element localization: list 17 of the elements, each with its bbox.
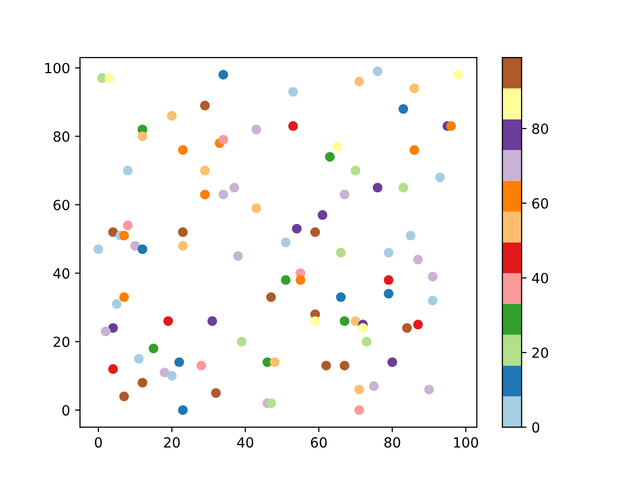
color-bar-label: 60 <box>532 198 548 209</box>
x-tick-label: 0 <box>94 437 102 448</box>
x-tick-label: 100 <box>454 437 478 448</box>
y-tick-label: 40 <box>53 268 70 279</box>
color-bar-label: 0 <box>532 422 540 433</box>
y-tick-label: 0 <box>62 405 70 416</box>
x-tick-label: 60 <box>310 437 327 448</box>
y-tick-label: 20 <box>54 336 70 348</box>
color-bar-label: 80 <box>532 124 548 134</box>
x-tick-label: 20 <box>164 437 180 448</box>
x-tick-label: 80 <box>384 437 400 448</box>
y-tick-label: 100 <box>45 62 70 74</box>
color-bar-label: 40 <box>532 272 548 284</box>
y-tick-label: 60 <box>54 200 70 210</box>
y-tick-label: 80 <box>54 131 70 142</box>
x-tick-label: 40 <box>237 437 254 448</box>
color-bar-label: 20 <box>532 348 548 358</box>
